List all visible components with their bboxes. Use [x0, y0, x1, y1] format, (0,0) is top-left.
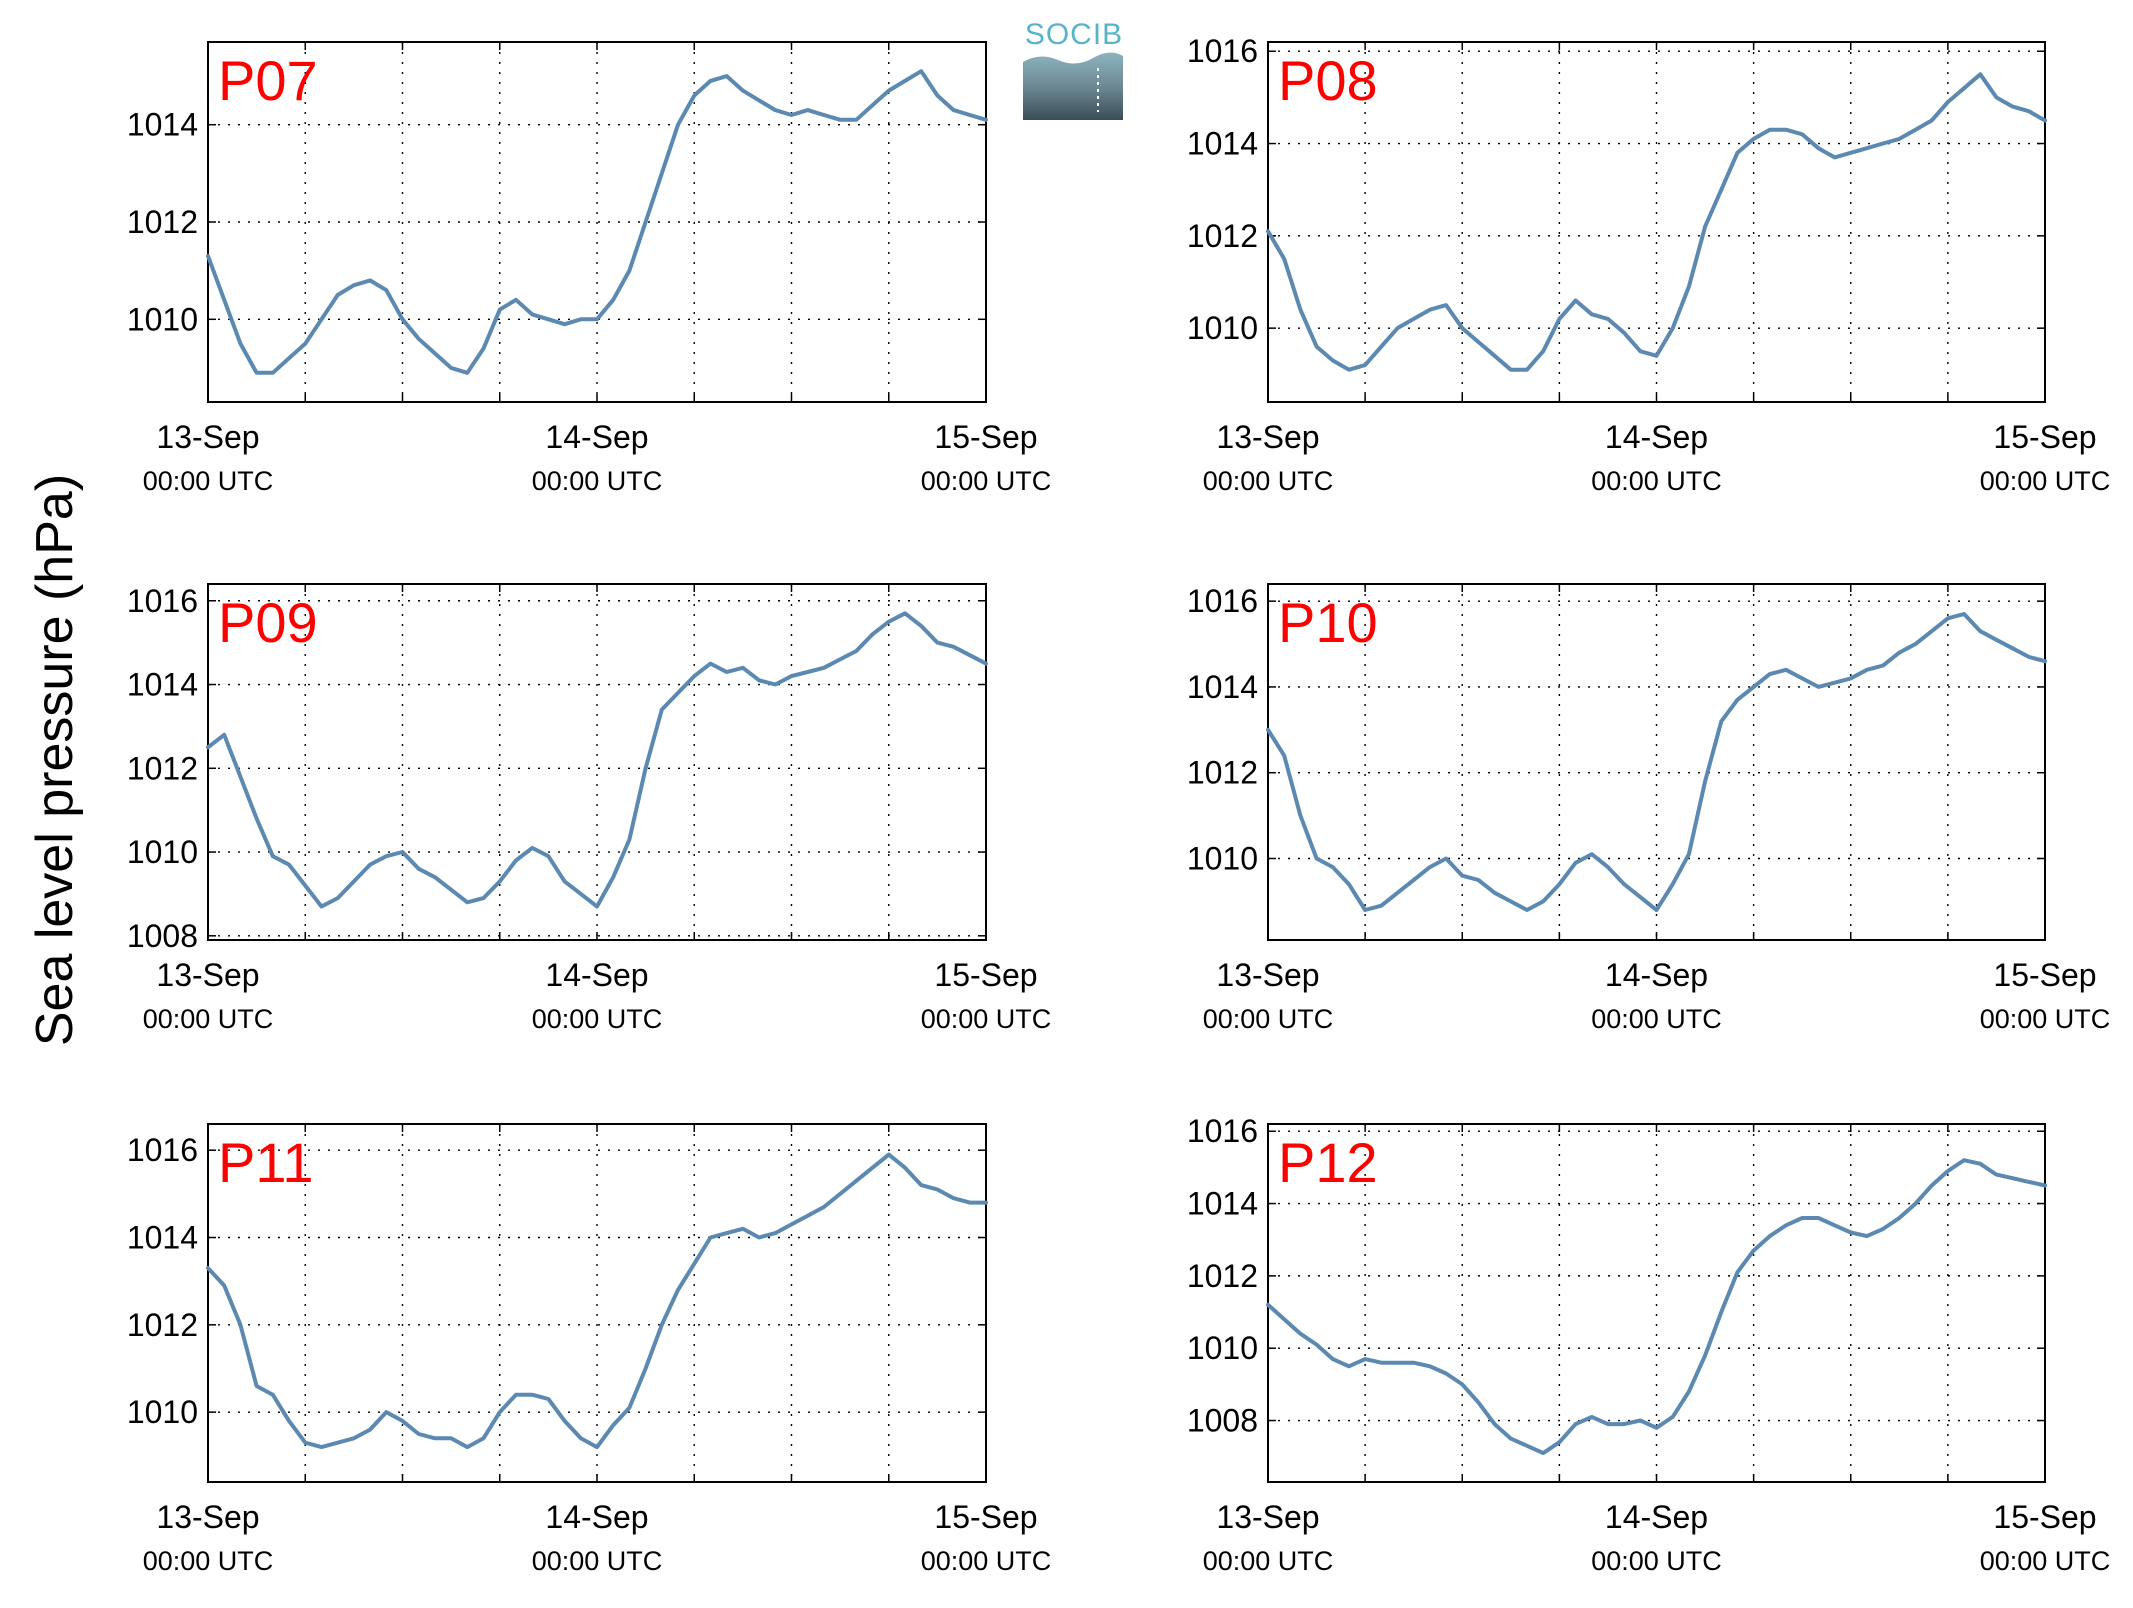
pressure-series-line [206, 1152, 988, 1450]
x-tick-label-date: 14-Sep [545, 1499, 648, 1535]
y-tick-label: 1016 [1187, 583, 1258, 619]
panel-p08: 1010 1012 1014 1016 13-Sep 00:00 UTC 14-Sep 00:… [1187, 33, 2110, 496]
x-tick-label-date: 15-Sep [934, 1499, 1037, 1535]
x-tick-label-date: 15-Sep [1993, 1499, 2096, 1535]
x-tick-label-time: 00:00 UTC [532, 1004, 663, 1034]
y-tick-label: 1010 [1187, 1330, 1258, 1366]
x-tick-label-time: 00:00 UTC [143, 466, 274, 496]
x-tick-label-time: 00:00 UTC [921, 466, 1052, 496]
station-label: P07 [218, 49, 318, 112]
pressure-series-line [1266, 612, 2047, 912]
y-tick-label: 1014 [1187, 1186, 1258, 1222]
socib-logo: SOCIB [1023, 18, 1123, 120]
x-tick-label-time: 00:00 UTC [1980, 466, 2111, 496]
x-tick-label-date: 14-Sep [1605, 957, 1708, 993]
x-tick-label-time: 00:00 UTC [1591, 1004, 1722, 1034]
x-tick-label-time: 00:00 UTC [1980, 1004, 2111, 1034]
x-tick-label-date: 13-Sep [156, 419, 259, 455]
x-tick-label-time: 00:00 UTC [1203, 1004, 1334, 1034]
y-tick-label: 1016 [127, 1132, 198, 1168]
x-tick-label-time: 00:00 UTC [1203, 466, 1334, 496]
plot-frame [207, 583, 987, 941]
x-tick-label-time: 00:00 UTC [532, 466, 663, 496]
pressure-series-line [206, 69, 988, 375]
y-tick-label: 1014 [1187, 669, 1258, 705]
x-tick-label-date: 15-Sep [934, 957, 1037, 993]
logo-wave-top [1023, 50, 1123, 64]
pressure-series-line [1266, 72, 2047, 372]
x-tick-label-time: 00:00 UTC [532, 1546, 663, 1576]
y-tick-label: 1012 [127, 750, 198, 786]
logo-text: SOCIB [1025, 18, 1123, 51]
x-tick-label-time: 00:00 UTC [921, 1004, 1052, 1034]
chart-panels: 1010 1012 1014 13-Sep 00:00 UTC 14-Sep 00:00 U… [127, 33, 2110, 1576]
panel-p10: 1010 1012 1014 1016 13-Sep 00:00 UTC 14-Sep 00:… [1187, 583, 2110, 1034]
x-tick-label-time: 00:00 UTC [1591, 1546, 1722, 1576]
y-tick-label: 1012 [1187, 1258, 1258, 1294]
x-tick-label-date: 13-Sep [156, 1499, 259, 1535]
panel-p07: 1010 1012 1014 13-Sep 00:00 UTC 14-Sep 00:00 U… [127, 41, 1052, 496]
y-tick-label: 1016 [1187, 33, 1258, 69]
y-tick-label: 1016 [1187, 1113, 1258, 1149]
panel-p11: 1010 1012 1014 1016 13-Sep 00:00 UTC 14-Sep 00:… [127, 1123, 1052, 1576]
x-tick-label-date: 15-Sep [934, 419, 1037, 455]
y-tick-label: 1016 [127, 583, 198, 619]
pressure-series-line [1266, 1158, 2047, 1456]
station-label: P10 [1278, 591, 1378, 654]
y-tick-label: 1012 [127, 204, 198, 240]
x-tick-label-date: 14-Sep [1605, 1499, 1708, 1535]
y-tick-label: 1012 [127, 1307, 198, 1343]
plot-frame [207, 41, 987, 403]
x-tick-label-time: 00:00 UTC [143, 1546, 274, 1576]
station-label: P11 [218, 1131, 313, 1194]
y-tick-label: 1014 [127, 107, 198, 143]
y-tick-label: 1014 [127, 1220, 198, 1256]
plot-frame [207, 1123, 987, 1483]
panel-p12: 1008 1010 1012 1014 1016 13-Sep 00:00 UTC 14-Se… [1187, 1113, 2110, 1576]
plot-frame [1267, 583, 2046, 941]
y-tick-label: 1012 [1187, 218, 1258, 254]
station-label: P09 [218, 591, 318, 654]
x-tick-label-time: 00:00 UTC [1591, 466, 1722, 496]
y-tick-label: 1014 [1187, 126, 1258, 162]
x-tick-label-date: 14-Sep [1605, 419, 1708, 455]
x-tick-label-date: 13-Sep [1216, 957, 1319, 993]
station-label: P12 [1278, 1131, 1378, 1194]
x-tick-label-date: 13-Sep [1216, 1499, 1319, 1535]
y-tick-label: 1010 [1187, 310, 1258, 346]
x-tick-label-date: 13-Sep [156, 957, 259, 993]
x-tick-label-time: 00:00 UTC [921, 1546, 1052, 1576]
x-tick-label-date: 15-Sep [1993, 419, 2096, 455]
x-tick-label-time: 00:00 UTC [1980, 1546, 2111, 1576]
y-tick-label: 1008 [1187, 1403, 1258, 1439]
panel-p09: 1008 1010 1012 1014 1016 13-Sep 00:00 UTC 14-Se… [127, 583, 1051, 1034]
station-label: P08 [1278, 49, 1378, 112]
x-tick-label-time: 00:00 UTC [1203, 1546, 1334, 1576]
y-tick-label: 1010 [127, 834, 198, 870]
y-tick-label: 1010 [1187, 841, 1258, 877]
plot-frame [1267, 41, 2046, 403]
y-tick-label: 1014 [127, 667, 198, 703]
y-tick-label: 1010 [127, 301, 198, 337]
x-tick-label-date: 13-Sep [1216, 419, 1319, 455]
y-tick-label: 1010 [127, 1394, 198, 1430]
x-tick-label-time: 00:00 UTC [143, 1004, 274, 1034]
x-tick-label-date: 14-Sep [545, 957, 648, 993]
x-tick-label-date: 15-Sep [1993, 957, 2096, 993]
x-tick-label-date: 14-Sep [545, 419, 648, 455]
y-axis-label: Sea level pressure (hPa) [26, 474, 84, 1046]
y-tick-label: 1012 [1187, 755, 1258, 791]
y-tick-label: 1008 [127, 918, 198, 954]
pressure-series-line [206, 611, 988, 909]
